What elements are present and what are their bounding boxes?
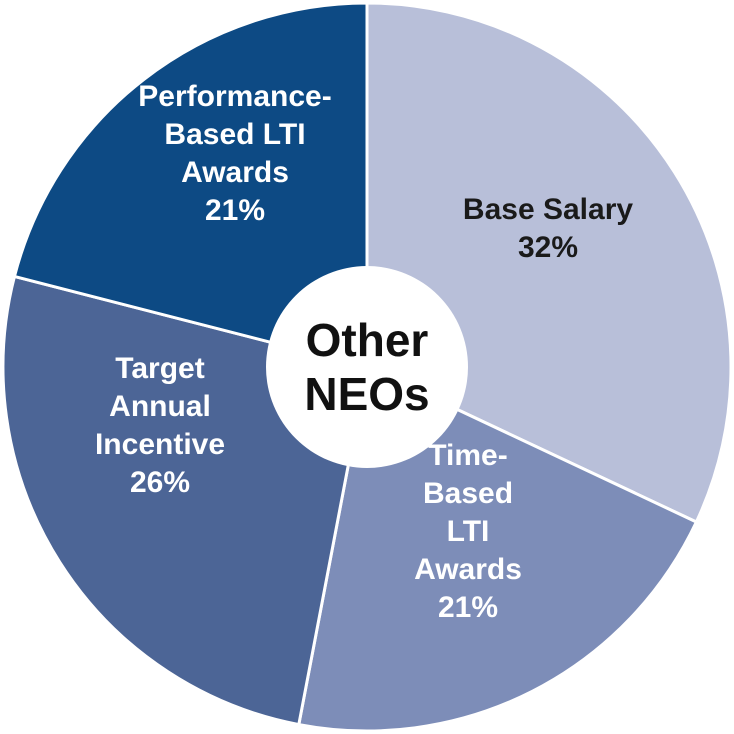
- slice-label-line: 32%: [518, 231, 578, 264]
- slice-label-line: Awards: [414, 553, 522, 586]
- slice-label: Time- Based LTI Awards 21%: [414, 439, 522, 624]
- slice-label-line: Awards: [181, 156, 289, 189]
- slice-label-line: Base Salary: [463, 193, 633, 226]
- center-hole: [266, 266, 468, 468]
- slice-label-line: Target: [115, 352, 204, 385]
- slice-label-line: Based LTI: [164, 118, 305, 151]
- pie-slice: [12, 1, 369, 369]
- slice-label-line: Incentive: [95, 428, 225, 461]
- slice-label-line: LTI: [447, 515, 490, 548]
- slice-label: Base Salary 32%: [463, 193, 633, 264]
- center-label: Other NEOs: [304, 314, 429, 420]
- slice-label: Target Annual Incentive 26%: [95, 352, 225, 499]
- center-label-line: NEOs: [304, 368, 429, 420]
- slice-label-line: Annual: [109, 390, 211, 423]
- slice-labels: Base Salary 32% Time- Based LTI Awards 21% Targ…: [95, 80, 633, 624]
- slice-label-line: Time-: [428, 439, 507, 472]
- slice-label-line: Performance-: [138, 80, 331, 113]
- center-label-line: Other: [306, 314, 429, 366]
- slice-label-line: 21%: [438, 591, 498, 624]
- slice-label: Performance- Based LTI Awards 21%: [138, 80, 331, 227]
- slice-label-line: 26%: [130, 466, 190, 499]
- slice-label-line: 21%: [205, 194, 265, 227]
- slice-label-line: Based: [423, 477, 513, 510]
